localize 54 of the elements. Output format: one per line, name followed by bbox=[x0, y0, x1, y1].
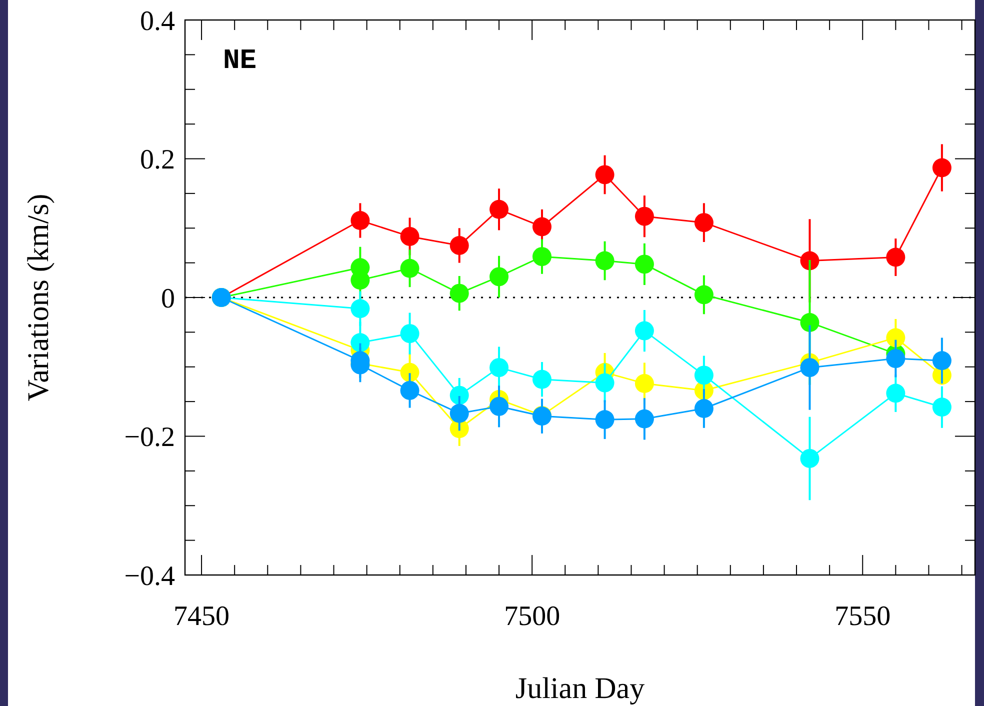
y-tick-label: 0.4 bbox=[140, 6, 175, 37]
point bbox=[595, 251, 614, 270]
annotation: NE bbox=[223, 46, 257, 77]
y-tick-label: −0.2 bbox=[124, 422, 175, 454]
y-axis-title: Variations (km/s) bbox=[22, 194, 55, 402]
point bbox=[694, 366, 714, 385]
point bbox=[634, 254, 654, 274]
x-axis-title: Julian Day bbox=[515, 672, 645, 705]
point bbox=[694, 213, 714, 232]
point bbox=[490, 396, 509, 416]
point bbox=[350, 299, 370, 318]
point bbox=[634, 409, 654, 428]
point bbox=[400, 226, 420, 246]
y-tick-label: 0.2 bbox=[140, 144, 175, 176]
point bbox=[634, 206, 654, 226]
point bbox=[634, 374, 654, 394]
point bbox=[694, 399, 714, 418]
point bbox=[400, 258, 420, 278]
x-tick-label: 7550 bbox=[834, 601, 891, 632]
point bbox=[886, 384, 906, 403]
point bbox=[400, 362, 420, 382]
point bbox=[490, 267, 509, 286]
point bbox=[800, 448, 820, 468]
point bbox=[532, 217, 552, 236]
point bbox=[450, 386, 469, 405]
point bbox=[400, 380, 420, 400]
point bbox=[490, 200, 509, 219]
point bbox=[532, 247, 552, 266]
point bbox=[450, 284, 469, 303]
point bbox=[932, 158, 952, 178]
point bbox=[886, 248, 906, 267]
y-tick-label: 0 bbox=[161, 283, 175, 314]
point bbox=[450, 236, 469, 255]
point bbox=[634, 321, 654, 340]
point bbox=[400, 324, 420, 344]
point bbox=[886, 328, 906, 348]
point bbox=[450, 404, 469, 423]
x-tick-label: 7450 bbox=[174, 601, 230, 632]
y-tick-label: −0.4 bbox=[124, 560, 175, 592]
point bbox=[886, 349, 906, 368]
point bbox=[800, 251, 820, 270]
point bbox=[490, 358, 509, 378]
point bbox=[595, 165, 614, 184]
point bbox=[800, 312, 820, 332]
point bbox=[932, 398, 952, 417]
x-tick-label: 7500 bbox=[504, 601, 560, 632]
point bbox=[932, 351, 952, 370]
point bbox=[800, 358, 820, 378]
point bbox=[350, 210, 370, 230]
point bbox=[595, 373, 614, 392]
point bbox=[595, 410, 614, 430]
point bbox=[694, 285, 714, 304]
point bbox=[532, 370, 552, 389]
point bbox=[350, 333, 370, 352]
